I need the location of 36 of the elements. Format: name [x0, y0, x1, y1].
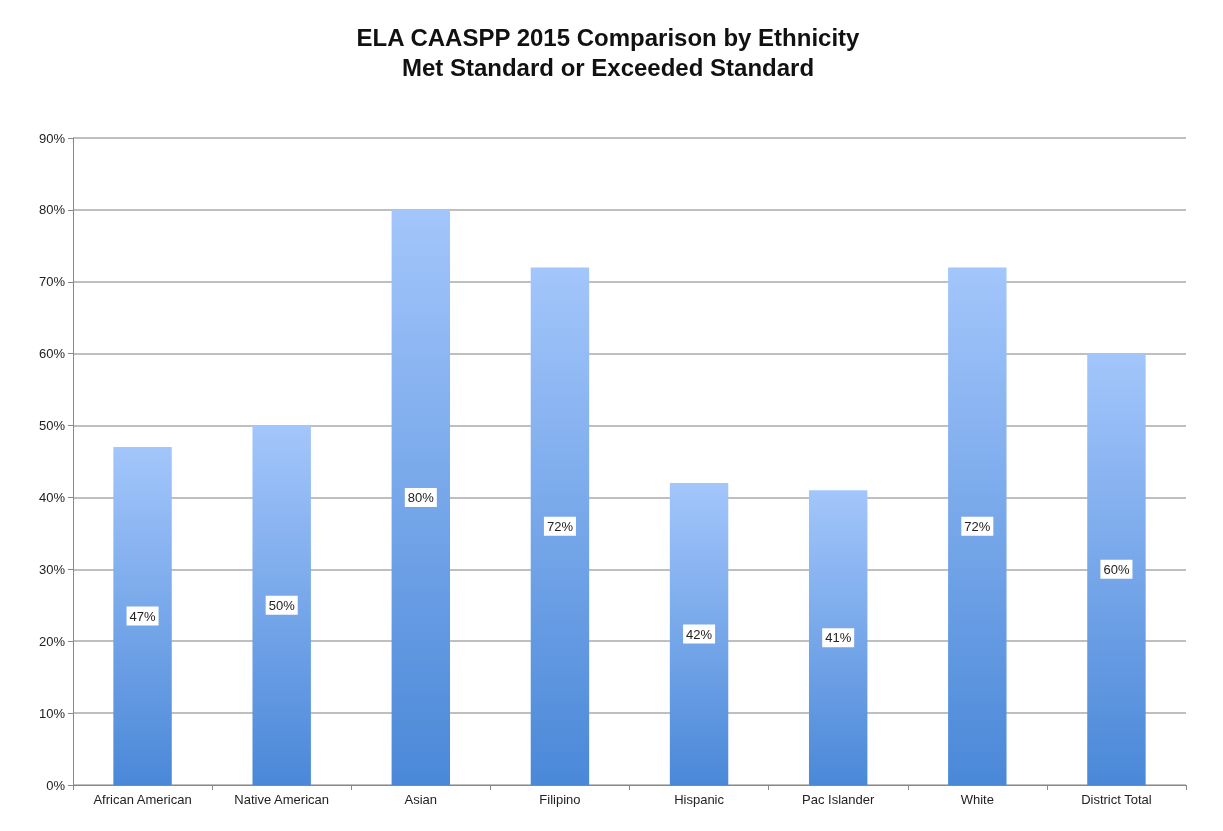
- data-label: 47%: [129, 608, 157, 624]
- data-label: 41%: [825, 630, 852, 646]
- bar: [669, 483, 729, 785]
- bar: [948, 267, 1007, 785]
- x-tick-label: Asian: [404, 792, 438, 807]
- bar: [252, 425, 311, 785]
- chart-subtitle: Met Standard or Exceeded Standard: [401, 53, 815, 81]
- x-tick-label: African American: [93, 792, 192, 807]
- data-label: 42%: [686, 626, 713, 642]
- y-tick-label: 0%: [46, 777, 66, 793]
- y-tick-label: 10%: [38, 705, 66, 721]
- y-tick-label: 40%: [38, 489, 66, 505]
- bar: [808, 490, 868, 785]
- data-label: 60%: [1103, 561, 1130, 577]
- x-tick-label: Native American: [234, 792, 330, 807]
- y-tick-label: 70%: [38, 274, 66, 290]
- bar: [113, 447, 172, 785]
- y-tick-label: 50%: [38, 418, 66, 434]
- y-tick-label: 80%: [38, 202, 66, 218]
- x-tick-label: Filipino: [539, 792, 581, 807]
- bar: [1087, 353, 1146, 785]
- x-tick-label: White: [960, 792, 994, 807]
- y-tick-label: 90%: [38, 130, 66, 146]
- x-tick-label: Pac Islander: [802, 792, 875, 807]
- data-label: 72%: [964, 518, 991, 534]
- y-tick-label: 30%: [38, 561, 66, 577]
- data-label: 50%: [268, 597, 296, 613]
- data-label: 72%: [546, 518, 574, 534]
- chart-title: ELA CAASPP 2015 Comparison by Ethnicity: [356, 23, 861, 51]
- y-tick-label: 20%: [38, 633, 66, 649]
- bar: [530, 267, 590, 785]
- data-label: 80%: [407, 489, 435, 505]
- x-tick-label: District Total: [1081, 792, 1152, 807]
- y-tick-label: 60%: [38, 346, 66, 362]
- bar: [391, 209, 451, 785]
- x-tick-label: Hispanic: [674, 792, 725, 807]
